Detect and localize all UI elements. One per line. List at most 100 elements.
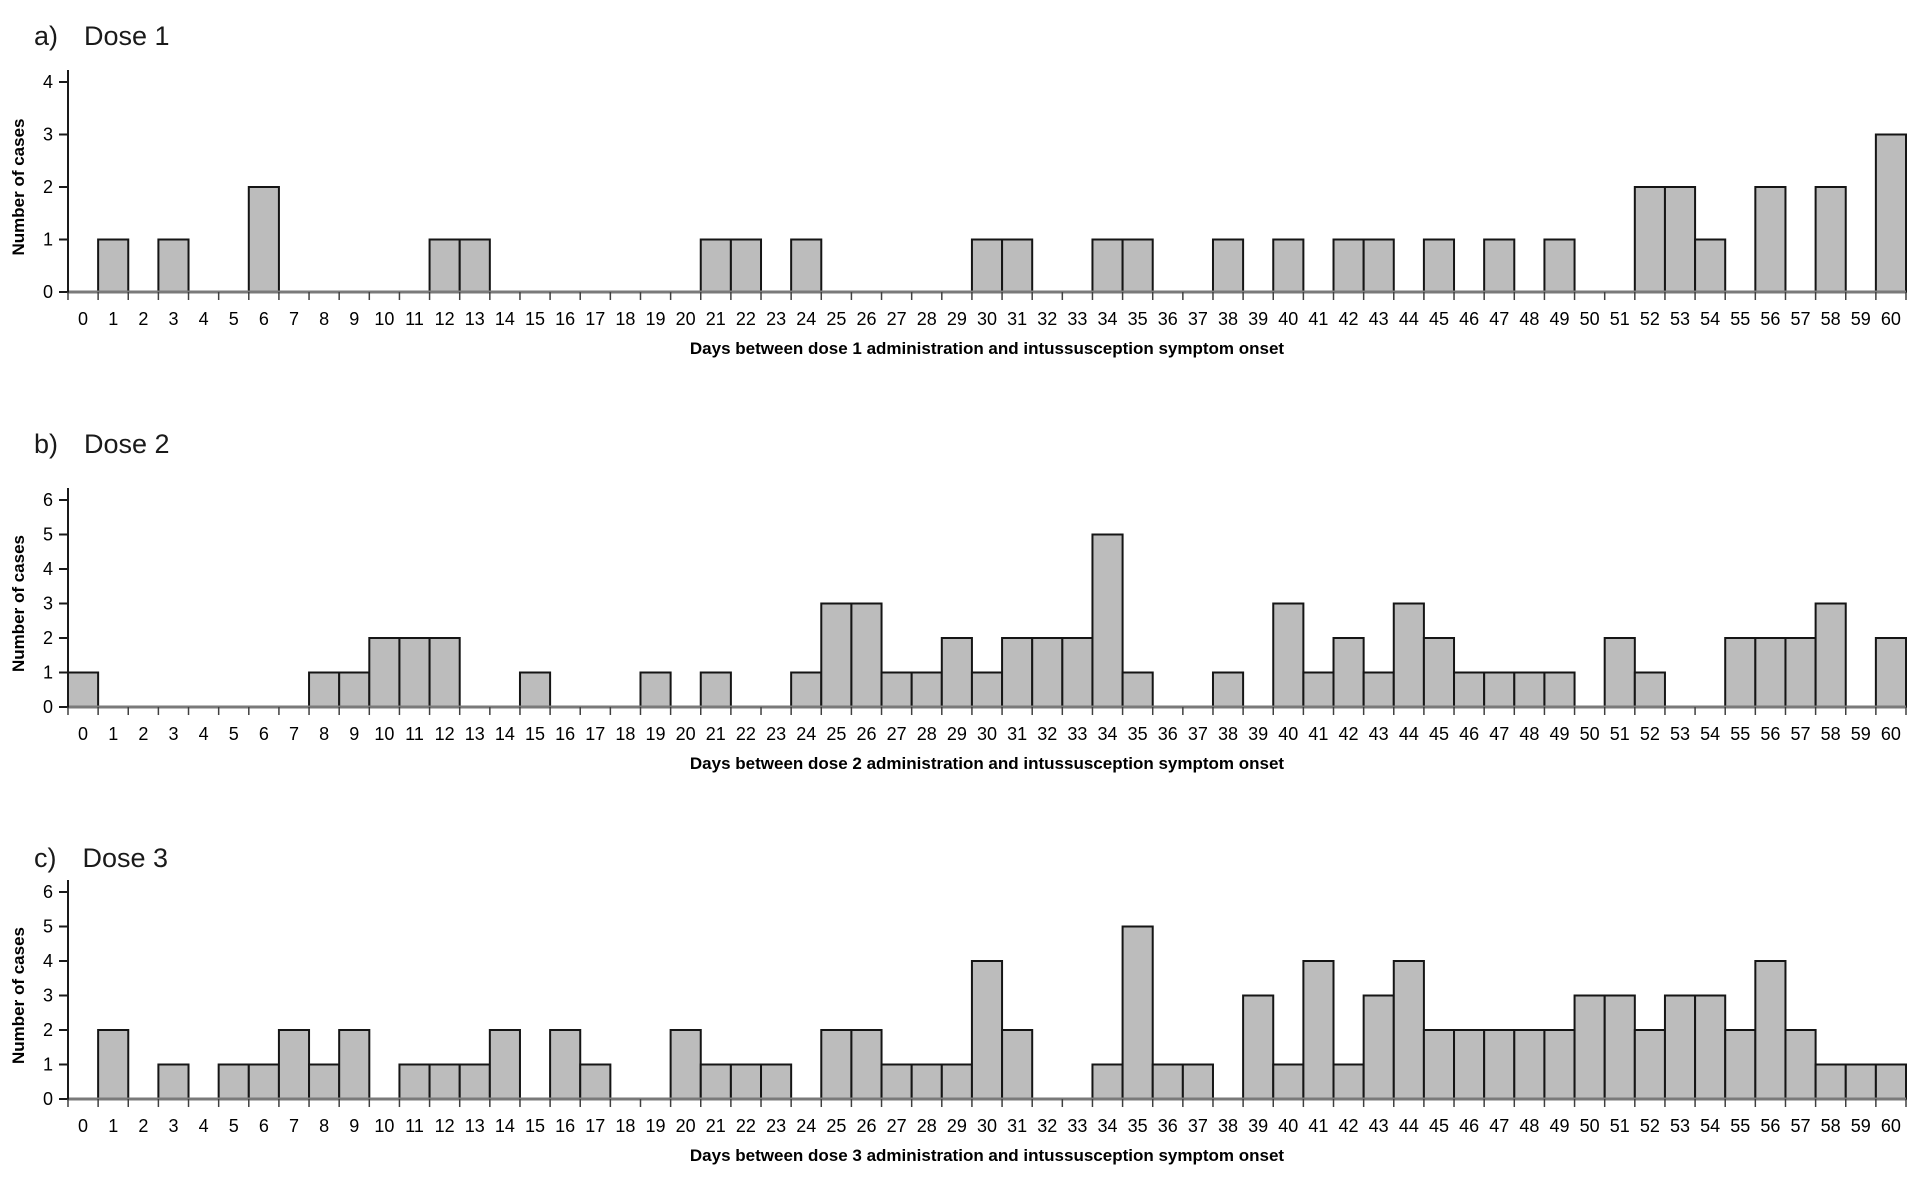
bar-day-25	[820, 1029, 853, 1100]
x-tick-label: 3	[168, 724, 178, 744]
y-axis-title: Number of cases	[9, 535, 28, 672]
x-tick-label: 55	[1730, 309, 1750, 329]
bar-day-38	[1211, 671, 1245, 708]
x-tick-label: 38	[1218, 309, 1238, 329]
x-tick-label: 54	[1700, 1116, 1720, 1136]
y-tick-label: 1	[43, 1055, 53, 1075]
x-tick-label: 39	[1248, 309, 1268, 329]
bar-day-60	[1874, 133, 1907, 293]
bar-day-11	[398, 1063, 431, 1100]
x-tick-label: 60	[1881, 309, 1901, 329]
bar-day-35	[1121, 671, 1154, 708]
bar-day-57	[1784, 1029, 1817, 1100]
y-tick-label: 5	[43, 525, 53, 545]
bar-day-17	[579, 1063, 612, 1100]
y-tick-label: 4	[43, 559, 53, 579]
x-tick-label: 54	[1700, 724, 1720, 744]
bar-day-13	[458, 1063, 491, 1100]
bar-day-40	[1272, 602, 1305, 708]
x-tick-label: 16	[555, 724, 575, 744]
bar-day-45	[1422, 1029, 1456, 1100]
bar-day-34	[1091, 533, 1124, 708]
bar-day-20	[669, 1029, 702, 1100]
bar-day-9	[338, 1029, 371, 1100]
bar-day-46	[1453, 671, 1486, 708]
y-tick-label: 0	[43, 1089, 53, 1109]
x-tick-label: 34	[1098, 309, 1118, 329]
x-tick-label: 51	[1610, 1116, 1630, 1136]
x-tick-label: 39	[1248, 1116, 1268, 1136]
bar-day-6	[247, 186, 280, 293]
bar-day-1	[97, 1029, 130, 1100]
x-tick-label: 41	[1308, 1116, 1328, 1136]
bar-day-51	[1603, 994, 1636, 1100]
y-tick-label: 6	[43, 490, 53, 510]
bar-day-7	[277, 1029, 311, 1100]
bar-day-48	[1513, 1029, 1546, 1100]
x-tick-label: 27	[887, 1116, 907, 1136]
bar-day-52	[1633, 671, 1666, 708]
bar-day-41	[1302, 960, 1335, 1100]
x-tick-label: 27	[887, 724, 907, 744]
x-tick-label: 23	[766, 724, 786, 744]
x-tick-label: 18	[615, 1116, 635, 1136]
bar-day-15	[518, 671, 552, 708]
x-tick-label: 36	[1158, 1116, 1178, 1136]
bar-day-23	[760, 1063, 793, 1100]
bar-day-56	[1754, 186, 1787, 293]
x-tick-label: 55	[1730, 1116, 1750, 1136]
x-tick-label: 43	[1369, 1116, 1389, 1136]
x-tick-label: 41	[1308, 724, 1328, 744]
bar-day-12	[428, 238, 461, 293]
x-tick-label: 40	[1278, 309, 1298, 329]
x-tick-label: 7	[289, 309, 299, 329]
bar-day-37	[1181, 1063, 1214, 1100]
x-tick-label: 50	[1580, 309, 1600, 329]
x-tick-label: 34	[1098, 724, 1118, 744]
x-tick-label: 7	[289, 1116, 299, 1136]
bar-day-51	[1603, 637, 1636, 708]
bar-day-52	[1633, 1029, 1666, 1100]
x-tick-label: 48	[1519, 309, 1539, 329]
y-tick-label: 2	[43, 1020, 53, 1040]
bar-day-16	[549, 1029, 582, 1100]
x-tick-label: 30	[977, 724, 997, 744]
x-tick-label: 53	[1670, 309, 1690, 329]
bar-day-28	[910, 671, 943, 708]
bar-day-30	[970, 238, 1004, 293]
x-tick-label: 36	[1158, 309, 1178, 329]
chart-panel-dose-3: c) Dose 3 0 1 2 3 4 5 6 0 1 2 3 4 5 6 7 8 9 10 11 12 13 14 15 1…	[0, 830, 1920, 1176]
x-tick-label: 12	[435, 724, 455, 744]
bar-day-40	[1272, 238, 1305, 293]
y-tick-label: 3	[43, 125, 53, 145]
x-tick-label: 46	[1459, 1116, 1479, 1136]
x-tick-label: 31	[1007, 1116, 1027, 1136]
x-tick-label: 22	[736, 724, 756, 744]
panel-name: Dose 1	[84, 21, 170, 52]
x-tick-label: 44	[1399, 1116, 1419, 1136]
bar-day-1	[97, 238, 130, 293]
x-tick-label: 39	[1248, 724, 1268, 744]
x-tick-label: 0	[78, 1116, 88, 1136]
x-tick-label: 22	[736, 309, 756, 329]
x-tick-label: 4	[199, 1116, 209, 1136]
x-tick-label: 3	[168, 309, 178, 329]
bar-day-58	[1814, 1063, 1847, 1100]
bar-day-5	[217, 1063, 250, 1100]
x-tick-label: 55	[1730, 724, 1750, 744]
x-tick-label: 42	[1339, 1116, 1359, 1136]
bar-day-39	[1242, 994, 1275, 1100]
x-tick-label: 42	[1339, 309, 1359, 329]
bar-day-52	[1633, 186, 1666, 293]
x-tick-label: 59	[1851, 724, 1871, 744]
bar-day-56	[1754, 637, 1787, 708]
x-tick-label: 16	[555, 309, 575, 329]
x-tick-label: 30	[977, 1116, 997, 1136]
panel-name: Dose 2	[84, 429, 170, 460]
x-tick-label: 37	[1188, 724, 1208, 744]
bar-day-14	[488, 1029, 521, 1100]
bar-day-13	[458, 238, 491, 293]
x-tick-label: 49	[1549, 309, 1569, 329]
bar-day-42	[1332, 1063, 1365, 1100]
